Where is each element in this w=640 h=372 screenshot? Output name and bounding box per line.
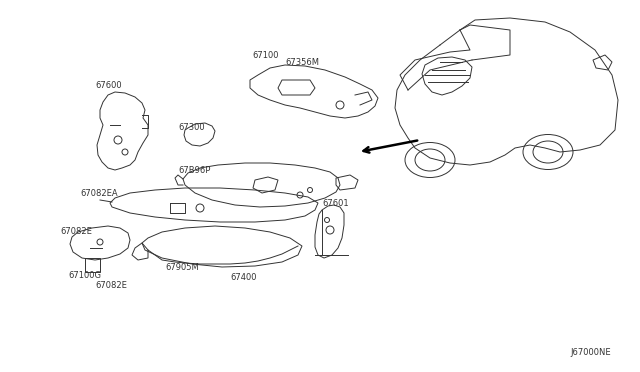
Text: 67600: 67600	[95, 81, 122, 90]
Text: 67082E: 67082E	[60, 227, 92, 236]
Text: 67B96P: 67B96P	[178, 166, 211, 175]
Text: 67300: 67300	[178, 123, 205, 132]
Text: 67400: 67400	[230, 273, 257, 282]
Text: 67100: 67100	[252, 51, 278, 60]
Text: 67082E: 67082E	[95, 281, 127, 290]
Text: 67082EA: 67082EA	[80, 189, 118, 198]
Text: 67905M: 67905M	[165, 263, 199, 272]
Text: 67601: 67601	[322, 199, 349, 208]
Text: 67100G: 67100G	[68, 271, 101, 280]
Text: J67000NE: J67000NE	[570, 348, 611, 357]
Text: 67356M: 67356M	[285, 58, 319, 67]
